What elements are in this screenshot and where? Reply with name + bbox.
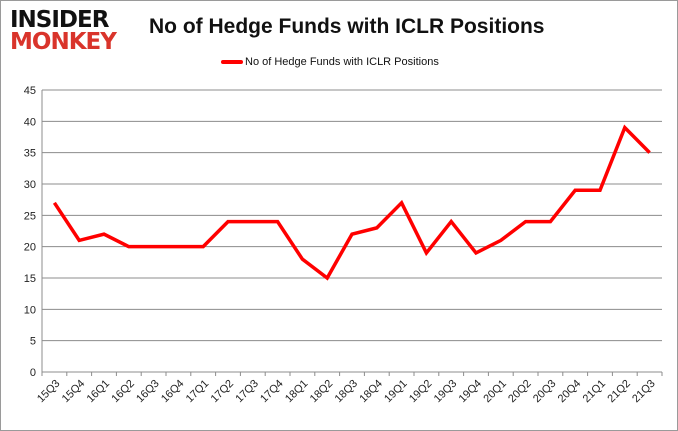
x-tick-label: 15Q3	[35, 378, 63, 406]
legend: No of Hedge Funds with ICLR Positions	[221, 56, 439, 68]
logo-line1: INSIDER	[10, 7, 109, 33]
x-tick-label: 20Q3	[531, 378, 559, 406]
legend-label: No of Hedge Funds with ICLR Positions	[245, 56, 439, 68]
x-tick-label: 16Q4	[159, 378, 187, 406]
x-tick-label: 16Q3	[134, 378, 162, 406]
x-tick-label: 21Q2	[605, 378, 633, 406]
y-tick-label: 15	[24, 273, 36, 285]
x-tick-label: 19Q2	[407, 378, 435, 406]
logo-line2: MONKEY	[10, 29, 117, 55]
x-tick-label: 20Q2	[506, 378, 534, 406]
y-tick-label: 45	[24, 85, 36, 97]
x-tick-label: 19Q3	[432, 378, 460, 406]
x-tick-label: 20Q4	[556, 378, 584, 406]
x-tick-label: 19Q4	[457, 378, 485, 406]
series-line	[52, 124, 651, 281]
x-tick-label: 21Q3	[630, 378, 658, 406]
y-tick-label: 0	[30, 367, 36, 379]
x-tick-label: 18Q3	[333, 378, 361, 406]
x-tick-label: 16Q2	[109, 378, 137, 406]
x-tick-label: 20Q1	[481, 378, 509, 406]
y-tick-label: 25	[24, 210, 36, 222]
y-tick-label: 10	[24, 304, 36, 316]
y-tick-label: 40	[24, 116, 36, 128]
x-tick-label: 18Q2	[308, 378, 336, 406]
y-tick-label: 5	[30, 336, 36, 348]
chart-title: No of Hedge Funds with ICLR Positions	[149, 15, 545, 38]
x-tick-label: 19Q1	[382, 378, 410, 406]
x-tick-label: 17Q4	[258, 378, 286, 406]
x-tick-label: 15Q4	[60, 378, 88, 406]
x-tick-label: 16Q1	[85, 378, 113, 406]
x-tick-label: 17Q1	[184, 378, 212, 406]
x-tick-label: 18Q1	[283, 378, 311, 406]
y-tick-label: 20	[24, 242, 36, 254]
legend-swatch	[221, 60, 243, 64]
x-tick-label: 17Q2	[209, 378, 237, 406]
insider-monkey-logo: INSIDER MONKEY	[10, 7, 117, 55]
x-tick-label: 18Q4	[357, 378, 385, 406]
x-tick-label: 21Q1	[581, 378, 609, 406]
y-tick-label: 35	[24, 148, 36, 160]
x-tick-label: 17Q3	[233, 378, 261, 406]
y-tick-label: 30	[24, 179, 36, 191]
